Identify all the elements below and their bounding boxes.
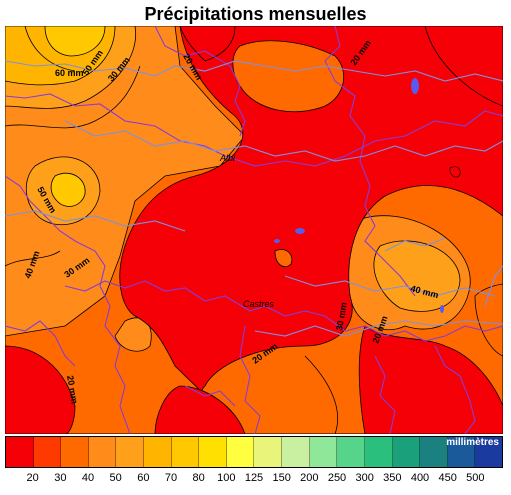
legend-tick-label: 400 bbox=[410, 472, 430, 484]
lake bbox=[295, 228, 305, 234]
legend-color-box bbox=[116, 437, 145, 467]
legend-color-box bbox=[199, 437, 227, 467]
legend-color-box bbox=[392, 437, 421, 467]
city-label-castres: Castres bbox=[243, 299, 275, 309]
legend-tick-label: 50 bbox=[109, 472, 122, 484]
legend-tick-label: 60 bbox=[137, 472, 150, 484]
lake bbox=[274, 239, 280, 243]
zone-70mm-nw bbox=[44, 26, 106, 57]
contour-label: 30 mm bbox=[334, 302, 349, 332]
zone-20mm-sw bbox=[5, 345, 76, 434]
legend-tick-label: 200 bbox=[300, 472, 319, 484]
legend-color-box bbox=[309, 437, 338, 467]
legend-color-box bbox=[475, 437, 502, 467]
legend-tick-label: 70 bbox=[164, 472, 178, 484]
legend-tick-label: 350 bbox=[383, 472, 402, 484]
admin-boundaries bbox=[5, 26, 503, 434]
contour-line bbox=[304, 355, 339, 434]
contour-label: 60 mm bbox=[55, 68, 84, 78]
legend-color-box bbox=[337, 437, 365, 467]
legend-tick-label: 100 bbox=[217, 472, 236, 484]
legend-color-box bbox=[364, 437, 393, 467]
legend-tick-label: 250 bbox=[327, 472, 347, 484]
legend-tick-label: 125 bbox=[244, 472, 264, 484]
legend-tick-label: 20 bbox=[26, 472, 39, 484]
legend-tick-label: 450 bbox=[438, 472, 457, 484]
contour-label: 20 mm bbox=[65, 375, 80, 405]
legend-ticks: 20 30 40 50 60 70 80 100 125 150 200 250 300 350 400 45… bbox=[5, 472, 503, 488]
zone-40mm-spot bbox=[274, 249, 293, 268]
contour-line bbox=[424, 26, 503, 107]
lakes bbox=[274, 78, 444, 313]
lake bbox=[411, 78, 419, 94]
legend-unit: millimètres bbox=[446, 437, 499, 448]
zone-60mm-w bbox=[50, 172, 86, 207]
legend-color-box bbox=[226, 437, 255, 467]
zone-20mm-east bbox=[358, 325, 503, 434]
legend-color-box bbox=[61, 437, 89, 467]
legend-tick-label: 150 bbox=[272, 472, 291, 484]
zone-20mm-s bbox=[154, 385, 246, 434]
legend-color-box bbox=[144, 437, 172, 467]
legend-color-box bbox=[282, 437, 310, 467]
zone-20mm-spot bbox=[449, 166, 461, 178]
legend-color-box bbox=[88, 437, 117, 467]
legend-tick-label: 30 bbox=[54, 472, 67, 484]
legend-color-box bbox=[6, 437, 34, 467]
legend-color-box bbox=[33, 437, 62, 467]
precipitation-map: 60 mm 50 mm 30 mm 20 mm 20 mm 50 mm 40 m… bbox=[5, 26, 503, 434]
legend-tick-label: 40 bbox=[81, 472, 95, 484]
zone-20mm-se-corner bbox=[474, 283, 503, 357]
legend-color-scale bbox=[5, 436, 503, 468]
lake bbox=[440, 305, 444, 313]
legend-color-box bbox=[447, 437, 476, 467]
contour-line bbox=[5, 250, 61, 267]
legend-color-box bbox=[254, 437, 283, 467]
legend-color-box bbox=[171, 437, 200, 467]
contour-line bbox=[5, 65, 141, 129]
rivers bbox=[5, 60, 503, 337]
contour-line bbox=[24, 26, 76, 72]
legend: millimètres bbox=[5, 436, 503, 468]
legend-tick-label: 300 bbox=[355, 472, 374, 484]
legend-tick-label: 500 bbox=[466, 472, 485, 484]
map-title: Précipitations mensuelles bbox=[144, 4, 367, 24]
legend-color-box bbox=[420, 437, 448, 467]
zone-20mm-nw2 bbox=[179, 26, 236, 62]
city-label-albi: Albi bbox=[219, 153, 236, 163]
legend-tick-label: 80 bbox=[192, 472, 205, 484]
